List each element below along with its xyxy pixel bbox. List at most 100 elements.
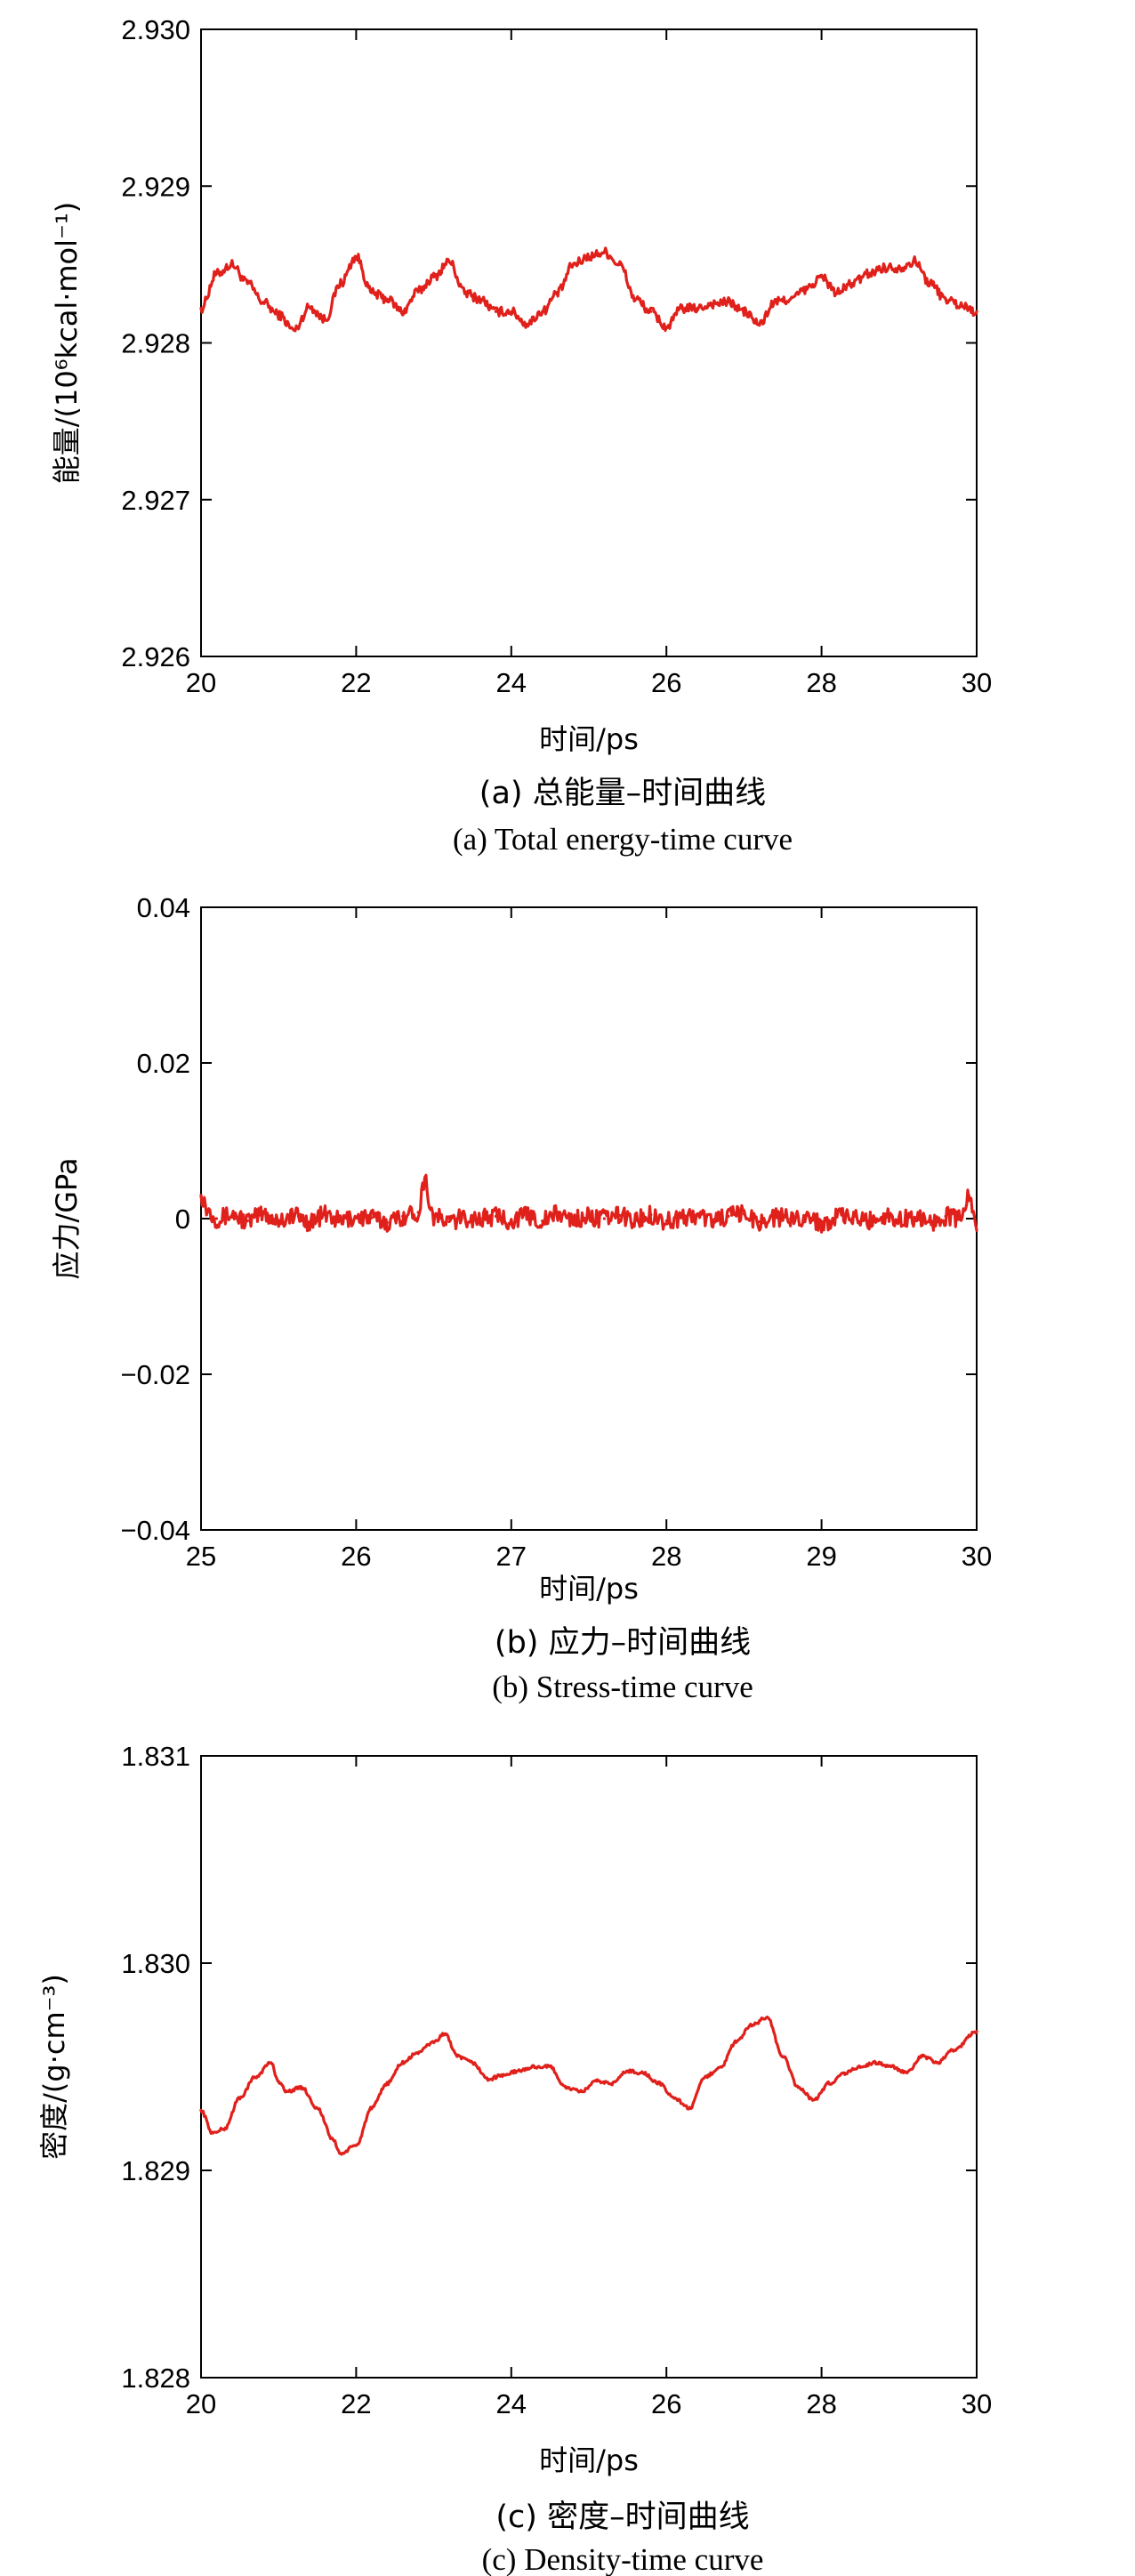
data-point <box>866 1220 870 1223</box>
data-point <box>820 275 824 279</box>
data-point <box>975 310 978 313</box>
data-point <box>664 1220 668 1223</box>
x-tick-label: 30 <box>962 1541 992 1572</box>
data-point <box>385 1220 389 1224</box>
data-point <box>595 2080 599 2083</box>
data-point <box>626 2069 630 2073</box>
data-point <box>633 297 637 301</box>
data-point <box>199 307 203 310</box>
data-point <box>936 2061 939 2065</box>
data-point <box>610 2081 614 2085</box>
data-point <box>773 301 777 304</box>
data-point <box>929 281 932 286</box>
y-axis-label: 应力/GPa <box>50 1157 84 1279</box>
data-point <box>510 1219 513 1222</box>
data-point <box>463 1216 467 1220</box>
data-point <box>199 2108 203 2112</box>
data-point <box>269 2061 273 2065</box>
data-point <box>921 2055 924 2058</box>
data-point <box>525 1213 528 1218</box>
caption-chinese: (c) 密度–时间曲线 <box>495 2500 749 2535</box>
x-tick-label: 25 <box>186 1541 216 1572</box>
data-point <box>812 2098 816 2102</box>
y-tick-label: 1.830 <box>121 1948 190 1979</box>
data-point <box>479 297 482 301</box>
data-point <box>967 1194 970 1197</box>
data-point <box>246 1220 249 1223</box>
data-point <box>850 1216 855 1220</box>
data-point <box>447 1220 451 1224</box>
x-tick-label: 20 <box>186 667 216 698</box>
data-point <box>385 2081 389 2085</box>
chart-panel-2: 20 22 24 26 28 30 1.828 1.829 1.830 1.831 时间/ps 密度/… <box>37 1741 992 2576</box>
data-point <box>602 1217 607 1220</box>
caption-chinese: (a) 总能量–时间曲线 <box>479 776 766 811</box>
data-point <box>766 2016 769 2019</box>
x-tick-label: 22 <box>341 667 371 698</box>
data-point <box>463 291 467 294</box>
data-point <box>494 310 498 313</box>
data-point <box>975 1228 978 1232</box>
x-axis-label: 时间/ps <box>539 722 639 756</box>
data-point <box>789 1217 793 1220</box>
data-point <box>207 1209 211 1212</box>
data-point <box>444 2032 447 2035</box>
data-point <box>735 2040 738 2044</box>
data-point <box>254 2075 257 2079</box>
data-point <box>323 318 327 321</box>
data-point <box>664 326 668 329</box>
data-point <box>246 281 249 286</box>
plot-frame <box>200 28 978 657</box>
data-point <box>211 2131 214 2135</box>
data-point <box>952 2049 955 2052</box>
data-point <box>339 1220 342 1223</box>
y-tick-label: 0.04 <box>137 892 190 923</box>
y-tick-label: 1.828 <box>121 2363 190 2394</box>
data-point <box>898 1218 901 1221</box>
data-point <box>696 307 699 310</box>
y-axis-label: 密度/(g·cm⁻³) <box>37 1974 71 2160</box>
x-tick-label: 29 <box>806 1541 836 1572</box>
data-point <box>704 2075 707 2079</box>
y-tick-label: 2.928 <box>121 328 190 359</box>
x-axis-label: 时间/ps <box>539 1572 639 1606</box>
data-point <box>308 1220 311 1224</box>
data-point <box>401 310 405 313</box>
data-point <box>331 2137 334 2141</box>
data-point <box>929 1220 932 1224</box>
data-point <box>633 1219 637 1222</box>
data-point <box>773 1215 777 1219</box>
x-axis-label: 时间/ps <box>539 2443 639 2477</box>
data-point <box>680 1216 684 1220</box>
data-point <box>881 266 886 270</box>
data-point <box>804 288 808 292</box>
data-point <box>913 1215 916 1219</box>
data-point <box>727 1214 730 1218</box>
chart-panel-0: 20 22 24 26 28 30 2.926 2.927 2.928 2.929 2.930 时间/… <box>50 14 992 857</box>
series-line <box>199 246 978 333</box>
data-point <box>975 2030 978 2033</box>
data-point <box>758 1220 761 1224</box>
data-point <box>401 1214 405 1218</box>
data-point <box>858 2065 862 2069</box>
data-point <box>587 255 591 259</box>
data-point <box>238 2096 242 2099</box>
data-point <box>796 2086 801 2089</box>
data-point <box>339 281 342 286</box>
y-tick-label: 2.927 <box>121 485 190 516</box>
y-tick-label: 0.02 <box>137 1048 190 1079</box>
data-point <box>525 322 528 326</box>
data-point <box>300 2086 303 2089</box>
data-point <box>416 1211 420 1214</box>
data-point <box>199 1194 203 1197</box>
series-line <box>199 2016 978 2156</box>
data-point <box>293 328 296 332</box>
caption-english: (b) Stress-time curve <box>492 1670 753 1704</box>
data-point <box>618 1213 622 1218</box>
y-tick-label: 1.831 <box>121 1741 190 1772</box>
data-point <box>727 301 730 304</box>
data-point <box>804 1214 808 1218</box>
data-point <box>277 2080 280 2083</box>
data-point <box>502 2073 505 2077</box>
data-point <box>479 1217 482 1220</box>
